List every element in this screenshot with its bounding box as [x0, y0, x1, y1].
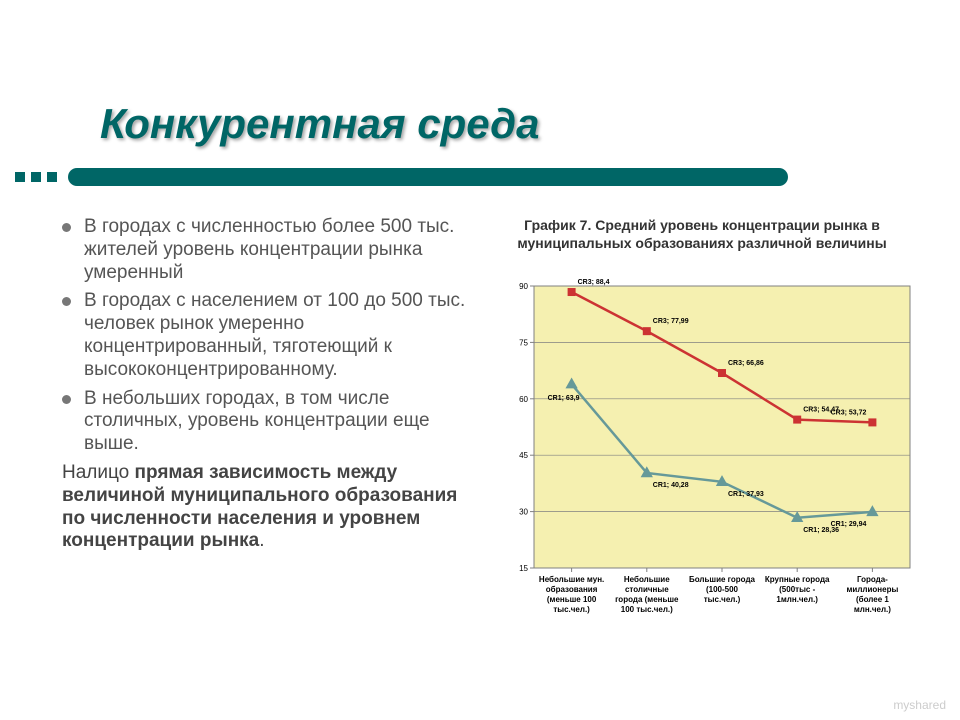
bullet-item: В городах с численностью более 500 тыс. …: [62, 216, 472, 284]
svg-text:CR3; 88,4: CR3; 88,4: [578, 279, 610, 286]
svg-text:города (меньше: города (меньше: [615, 595, 679, 604]
slide-title: Конкурентная среда: [100, 100, 539, 148]
svg-text:75: 75: [519, 338, 528, 347]
decor-bar: [68, 168, 788, 186]
svg-text:CR1; 29,94: CR1; 29,94: [831, 521, 867, 528]
svg-text:(100-500: (100-500: [706, 585, 739, 594]
svg-text:Города-: Города-: [857, 575, 888, 584]
chart-7: 15 30 45 60 75 90 CR3; 88,4 CR3; 77,99 CR3; 66,8…: [500, 278, 920, 638]
svg-text:(меньше 100: (меньше 100: [547, 595, 597, 604]
svg-text:(500тыс -: (500тыс -: [779, 585, 815, 594]
svg-text:45: 45: [519, 451, 528, 460]
svg-text:столичные: столичные: [625, 585, 669, 594]
svg-text:90: 90: [519, 282, 528, 291]
svg-text:тыс.чел.): тыс.чел.): [704, 595, 741, 604]
svg-text:Большие города: Большие города: [689, 575, 756, 584]
svg-text:образования: образования: [546, 585, 598, 594]
svg-text:CR3; 77,99: CR3; 77,99: [653, 318, 689, 325]
svg-text:тыс.чел.): тыс.чел.): [553, 605, 590, 614]
summary-text: Налицо прямая зависимость между величино…: [62, 462, 472, 553]
svg-text:CR1; 63,9: CR1; 63,9: [548, 395, 580, 402]
body-text: В городах с численностью более 500 тыс. …: [62, 216, 472, 553]
svg-text:CR1; 40,28: CR1; 40,28: [653, 482, 689, 489]
svg-text:CR1; 37,93: CR1; 37,93: [728, 491, 764, 498]
decor-squares: [15, 172, 57, 182]
svg-text:Крупные города: Крупные города: [765, 575, 830, 584]
svg-text:млн.чел.): млн.чел.): [854, 605, 891, 614]
svg-text:30: 30: [519, 508, 528, 517]
svg-text:CR3; 66,86: CR3; 66,86: [728, 360, 764, 367]
svg-text:(более 1: (более 1: [856, 595, 889, 604]
svg-text:15: 15: [519, 564, 528, 573]
bullet-list: В городах с численностью более 500 тыс. …: [62, 216, 472, 456]
bullet-item: В небольших городах, в том числе столичн…: [62, 388, 472, 456]
svg-text:CR3; 53,72: CR3; 53,72: [831, 409, 867, 416]
chart-title: График 7. Средний уровень концентрации р…: [492, 216, 912, 252]
svg-text:100 тыс.чел.): 100 тыс.чел.): [621, 605, 673, 614]
bullet-item: В городах с населением от 100 до 500 тыс…: [62, 290, 472, 381]
svg-text:Небольшие мун.: Небольшие мун.: [539, 575, 604, 584]
watermark: myshared: [893, 698, 946, 712]
svg-text:миллионеры: миллионеры: [846, 585, 898, 594]
svg-text:Небольшие: Небольшие: [624, 575, 670, 584]
svg-text:60: 60: [519, 395, 528, 404]
svg-text:1млн.чел.): 1млн.чел.): [776, 595, 818, 604]
